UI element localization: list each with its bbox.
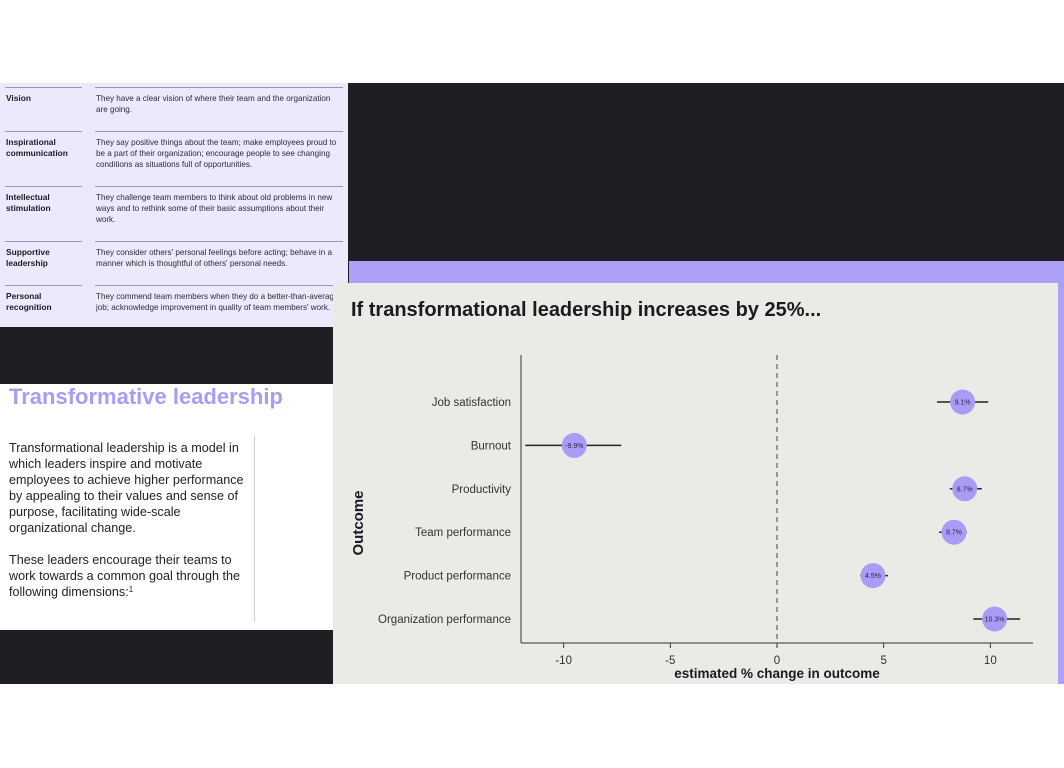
row-rule: [5, 131, 82, 132]
data-label: 8.7%: [957, 486, 973, 493]
card-paragraph-2-text: These leaders encourage their teams to w…: [9, 553, 241, 599]
dimension-description: They consider others' personal feelings …: [96, 248, 332, 268]
x-tick-label: 0: [774, 655, 780, 667]
estimate-point: [561, 432, 587, 458]
y-category-label: Burnout: [471, 440, 512, 452]
footnote-marker: 1: [128, 585, 134, 594]
data-label: 10.3%: [985, 617, 1005, 624]
row-rule: [5, 285, 82, 286]
dimension-name: Vision: [6, 93, 31, 103]
x-tick-label: -10: [555, 655, 572, 667]
x-tick-label: 5: [880, 655, 886, 667]
dimensions-table: Vision They have a clear vision of where …: [0, 83, 348, 327]
y-category-label: Team performance: [415, 527, 511, 539]
dimension-description: They commend team members when they do a…: [96, 292, 339, 312]
data-label: 4.5%: [865, 573, 881, 580]
card-paragraph-2: These leaders encourage their teams to w…: [9, 552, 249, 600]
data-label: 8.7%: [946, 530, 962, 537]
row-rule: [5, 87, 82, 88]
dimension-name: Intellectual stimulation: [6, 192, 51, 213]
row-rule: [95, 186, 343, 187]
chart-accent-bar: [349, 261, 1064, 283]
estimate-point: [952, 476, 978, 502]
dimension-name: Personal recognition: [6, 291, 52, 312]
y-axis-label: Outcome: [350, 490, 367, 555]
x-tick-label: 10: [984, 655, 997, 667]
forest-plot: -10 -5 0 5 10 estimated % change in outcome Ou…: [350, 355, 1033, 681]
dimension-description: They challenge team members to think abo…: [96, 193, 333, 224]
row-rule: [95, 241, 343, 242]
y-category-label: Productivity: [452, 484, 512, 496]
card-divider: [254, 436, 255, 622]
estimate-point: [982, 606, 1008, 632]
row-rule: [95, 285, 343, 286]
y-category-label: Job satisfaction: [432, 397, 511, 409]
row-rule: [5, 241, 82, 242]
x-tick-label: -5: [665, 655, 675, 667]
dimension-description: They say positive things about the team;…: [96, 138, 337, 169]
dimension-name: Supportive leadership: [6, 247, 50, 268]
card-title: Transformative leadership: [9, 384, 283, 409]
row-rule: [5, 186, 82, 187]
dimension-name: Inspirational communication: [6, 137, 68, 158]
estimate-point: [950, 389, 976, 415]
chart-accent-edge: [1058, 283, 1064, 684]
y-category-label: Organization performance: [378, 614, 511, 626]
chart-title: If transformational leadership increases…: [351, 299, 822, 321]
data-label: -9.9%: [565, 443, 583, 450]
data-label: 9.1%: [955, 400, 971, 407]
estimate-point: [860, 563, 886, 589]
chart-panel: [333, 283, 1058, 684]
row-rule: [95, 87, 343, 88]
row-rule: [95, 131, 343, 132]
dimension-description: They have a clear vision of where their …: [96, 94, 331, 114]
x-axis-label: estimated % change in outcome: [674, 666, 880, 681]
y-category-label: Product performance: [404, 571, 511, 583]
text-card: Transformative leadership Transformation…: [0, 384, 333, 630]
card-paragraph-1: Transformational leadership is a model i…: [9, 441, 244, 535]
estimate-point: [941, 519, 967, 545]
